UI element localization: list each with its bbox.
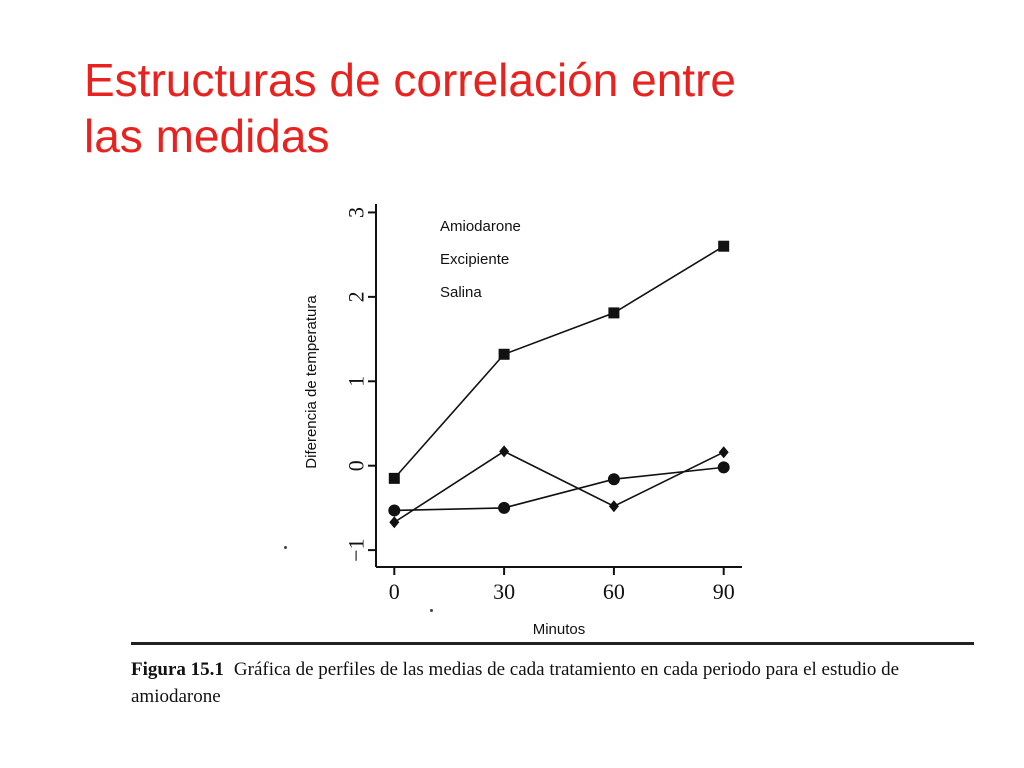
caption-rule bbox=[131, 642, 974, 645]
series-line-amiodarone bbox=[393, 245, 725, 479]
y-tick-label: 0 bbox=[344, 460, 369, 471]
figure-caption: Figura 15.1 Gráfica de perfiles de las me… bbox=[131, 656, 981, 710]
data-point-amiodarone bbox=[608, 307, 620, 319]
slide-title-line-1: Estructuras de correlación entre bbox=[84, 54, 736, 106]
y-axis-label: Diferencia de temperatura bbox=[303, 295, 320, 469]
x-tick-label: 0 bbox=[389, 579, 400, 604]
data-point-excipiente bbox=[718, 446, 729, 459]
data-point-amiodarone bbox=[388, 472, 400, 484]
legend-entry: Amiodarone bbox=[440, 218, 521, 235]
y-tick-label: 1 bbox=[344, 376, 369, 387]
scan-speck bbox=[430, 609, 433, 612]
x-tick-label: 90 bbox=[713, 579, 735, 604]
slide-title: Estructuras de correlación entre las med… bbox=[84, 52, 964, 164]
legend-entry: Excipiente bbox=[440, 251, 509, 268]
x-tick-label: 30 bbox=[493, 579, 515, 604]
x-tick-label: 60 bbox=[603, 579, 625, 604]
y-tick-label: 3 bbox=[344, 207, 369, 218]
scan-speck bbox=[284, 546, 287, 549]
series-line-salina bbox=[394, 466, 724, 512]
data-point-excipiente bbox=[389, 516, 400, 529]
data-point-amiodarone bbox=[498, 348, 510, 360]
legend-entry: Salina bbox=[440, 284, 482, 301]
x-axis-label: Minutos bbox=[533, 621, 586, 638]
y-tick-label: 2 bbox=[344, 291, 369, 302]
data-point-excipiente bbox=[499, 445, 510, 458]
slide-title-line-2: las medidas bbox=[84, 110, 330, 162]
data-point-amiodarone bbox=[718, 240, 730, 252]
caption-label: Figura 15.1 bbox=[131, 659, 224, 680]
y-tick-label: −1 bbox=[344, 538, 369, 561]
data-point-excipiente bbox=[608, 500, 619, 513]
data-point-salina bbox=[717, 461, 730, 474]
data-point-salina bbox=[388, 504, 401, 517]
data-point-salina bbox=[607, 473, 620, 486]
series-line-excipiente bbox=[393, 450, 725, 523]
data-point-salina bbox=[498, 501, 511, 514]
caption-text: Gráfica de perfiles de las medias de cad… bbox=[131, 659, 900, 707]
